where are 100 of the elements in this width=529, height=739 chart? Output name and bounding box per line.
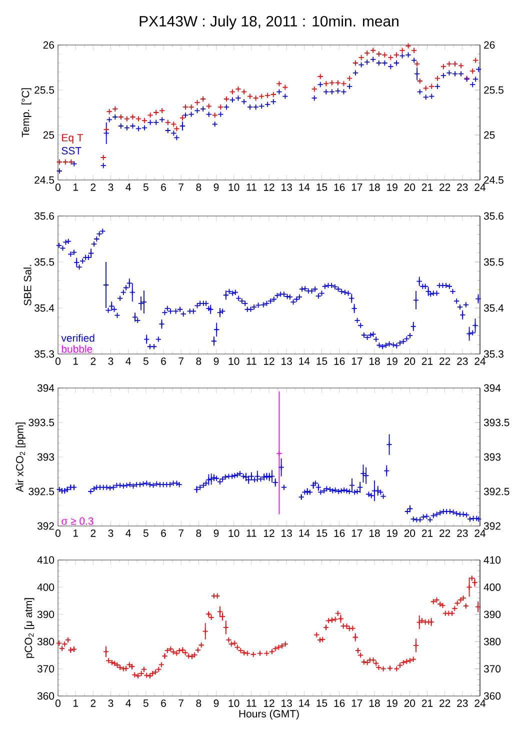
x-tick-label: 14 <box>299 530 310 537</box>
x-tick-label: 12 <box>264 530 274 537</box>
x-tick-label: 12 <box>264 184 274 191</box>
y-axis-title: Temp. [°C] <box>22 88 32 138</box>
y2-tick-label: 35.6 <box>484 212 504 220</box>
x-tick-label: 3 <box>108 530 114 537</box>
x-tick-label: 1 <box>73 700 78 707</box>
x-tick-label: 13 <box>282 184 292 191</box>
x-tick-label: 0 <box>55 184 60 191</box>
x-tick-label: 16 <box>334 700 345 707</box>
x-tick-label: 5 <box>143 530 148 537</box>
x-tick-label: 2 <box>90 700 96 707</box>
x-tick-label: 20 <box>404 358 416 365</box>
text: verified <box>61 334 94 342</box>
x-tick-label: 2 <box>90 184 96 191</box>
x-tick-label: 16 <box>334 184 345 191</box>
x-tick-label: 2 <box>90 358 96 365</box>
y2-tick-label: 24.5 <box>484 176 504 184</box>
y-tick-label: 380 <box>37 638 54 646</box>
x-tick-label: 13 <box>282 358 292 365</box>
y2-tick-label: 35.3 <box>484 350 504 358</box>
y2-tick-label: 394 <box>484 384 501 392</box>
x-tick-label: 14 <box>299 358 310 365</box>
y2-tick-label: 35.5 <box>484 258 504 266</box>
x-tick-label: 21 <box>422 184 433 191</box>
x-tick-label: 14 <box>299 184 310 191</box>
x-tick-label: 13 <box>282 530 292 537</box>
x-tick-label: 11 <box>246 358 256 365</box>
x-tick-label: 6 <box>161 530 166 537</box>
x-tick-label: 22 <box>440 700 450 707</box>
x-tick-label: 3 <box>108 358 114 365</box>
x-tick-label: 6 <box>161 184 166 191</box>
x-tick-label: 4 <box>126 700 131 707</box>
y2-tick-label: 26 <box>484 41 495 49</box>
x-tick-label: 12 <box>264 700 274 707</box>
x-tick-label: 24 <box>474 184 486 191</box>
x-tick-label: 6 <box>161 358 166 365</box>
y-tick-label: 390 <box>37 610 54 618</box>
x-tick-label: 23 <box>457 358 468 365</box>
x-tick-label: 21 <box>422 530 433 537</box>
x-tick-label: 0 <box>56 700 60 707</box>
x-tick-label: 9 <box>214 700 219 707</box>
y-tick-label: 25.5 <box>34 86 54 94</box>
legend-label: bubble <box>62 345 92 353</box>
x-tick-label: 20 <box>404 700 416 707</box>
x-tick-label: 22 <box>440 184 450 191</box>
x-tick-label: 10 <box>228 700 240 707</box>
y-tick-label: 25 <box>43 131 54 139</box>
x-tick-label: 15 <box>316 700 328 707</box>
x-tick-label: 8 <box>196 530 202 537</box>
x-tick-label: 16 <box>334 530 345 537</box>
chart-title: PX143W : July 18, 2011 : 10min. mean <box>140 16 398 30</box>
x-tick-label: 12 <box>264 358 274 365</box>
y-tick-label: 26 <box>43 41 54 49</box>
x-tick-label: 10 <box>228 530 240 537</box>
x-tick-label: 4 <box>126 530 131 537</box>
x-tick-label: 7 <box>178 358 184 365</box>
x-tick-label: 15 <box>316 358 328 365</box>
x-tick-label: 24 <box>474 530 486 537</box>
x-tick-label: 9 <box>214 358 219 365</box>
x-tick-label: 10 <box>228 184 240 191</box>
y-tick-label: 35.6 <box>34 212 54 220</box>
x-tick-label: 13 <box>282 700 292 707</box>
y-axis-title: pCO$_{2}$ [μ atm] <box>24 598 34 658</box>
y-tick-label: 393.5 <box>28 418 54 426</box>
y2-tick-label: 390 <box>484 610 501 618</box>
x-tick-label: 7 <box>178 700 184 707</box>
x-tick-label: 0 <box>55 530 60 537</box>
x-axis-title: Hours (GMT) <box>239 710 299 720</box>
y-tick-label: 35.3 <box>34 350 54 358</box>
x-tick-label: 24 <box>474 700 486 707</box>
y-tick-label: 392.5 <box>28 488 54 496</box>
x-tick-label: 0 <box>55 358 60 365</box>
x-tick-label: 20 <box>404 530 416 537</box>
x-tick-label: 5 <box>143 358 148 365</box>
y-tick-label: 360 <box>37 692 54 700</box>
x-tick-label: 23 <box>457 530 468 537</box>
x-tick-label: 17 <box>352 700 362 707</box>
y2-tick-label: 392 <box>484 522 500 530</box>
x-tick-label: 10 <box>228 358 240 365</box>
y2-tick-label: 25.5 <box>484 86 504 94</box>
y2-tick-label: 380 <box>484 638 501 646</box>
x-tick-label: 23 <box>457 700 468 707</box>
x-tick-label: 22 <box>440 358 450 365</box>
x-tick-label: 11 <box>246 184 256 191</box>
y-tick-label: 35.5 <box>34 258 54 266</box>
x-tick-label: 17 <box>352 184 362 191</box>
series-label: Eq T <box>62 134 84 144</box>
x-tick-label: 9 <box>214 530 219 537</box>
x-tick-label: 22 <box>440 530 450 537</box>
x-tick-label: 15 <box>316 184 328 191</box>
x-tick-label: 6 <box>161 700 166 707</box>
x-tick-label: 21 <box>422 700 433 707</box>
y-tick-label: 410 <box>37 556 54 564</box>
y2-tick-label: 410 <box>484 556 501 564</box>
y-axis-title: SBE Sal. <box>24 265 32 306</box>
x-tick-label: 18 <box>369 700 380 707</box>
y-tick-label: 400 <box>37 584 54 591</box>
x-tick-label: 19 <box>387 184 398 191</box>
y2-tick-label: 370 <box>484 665 501 673</box>
